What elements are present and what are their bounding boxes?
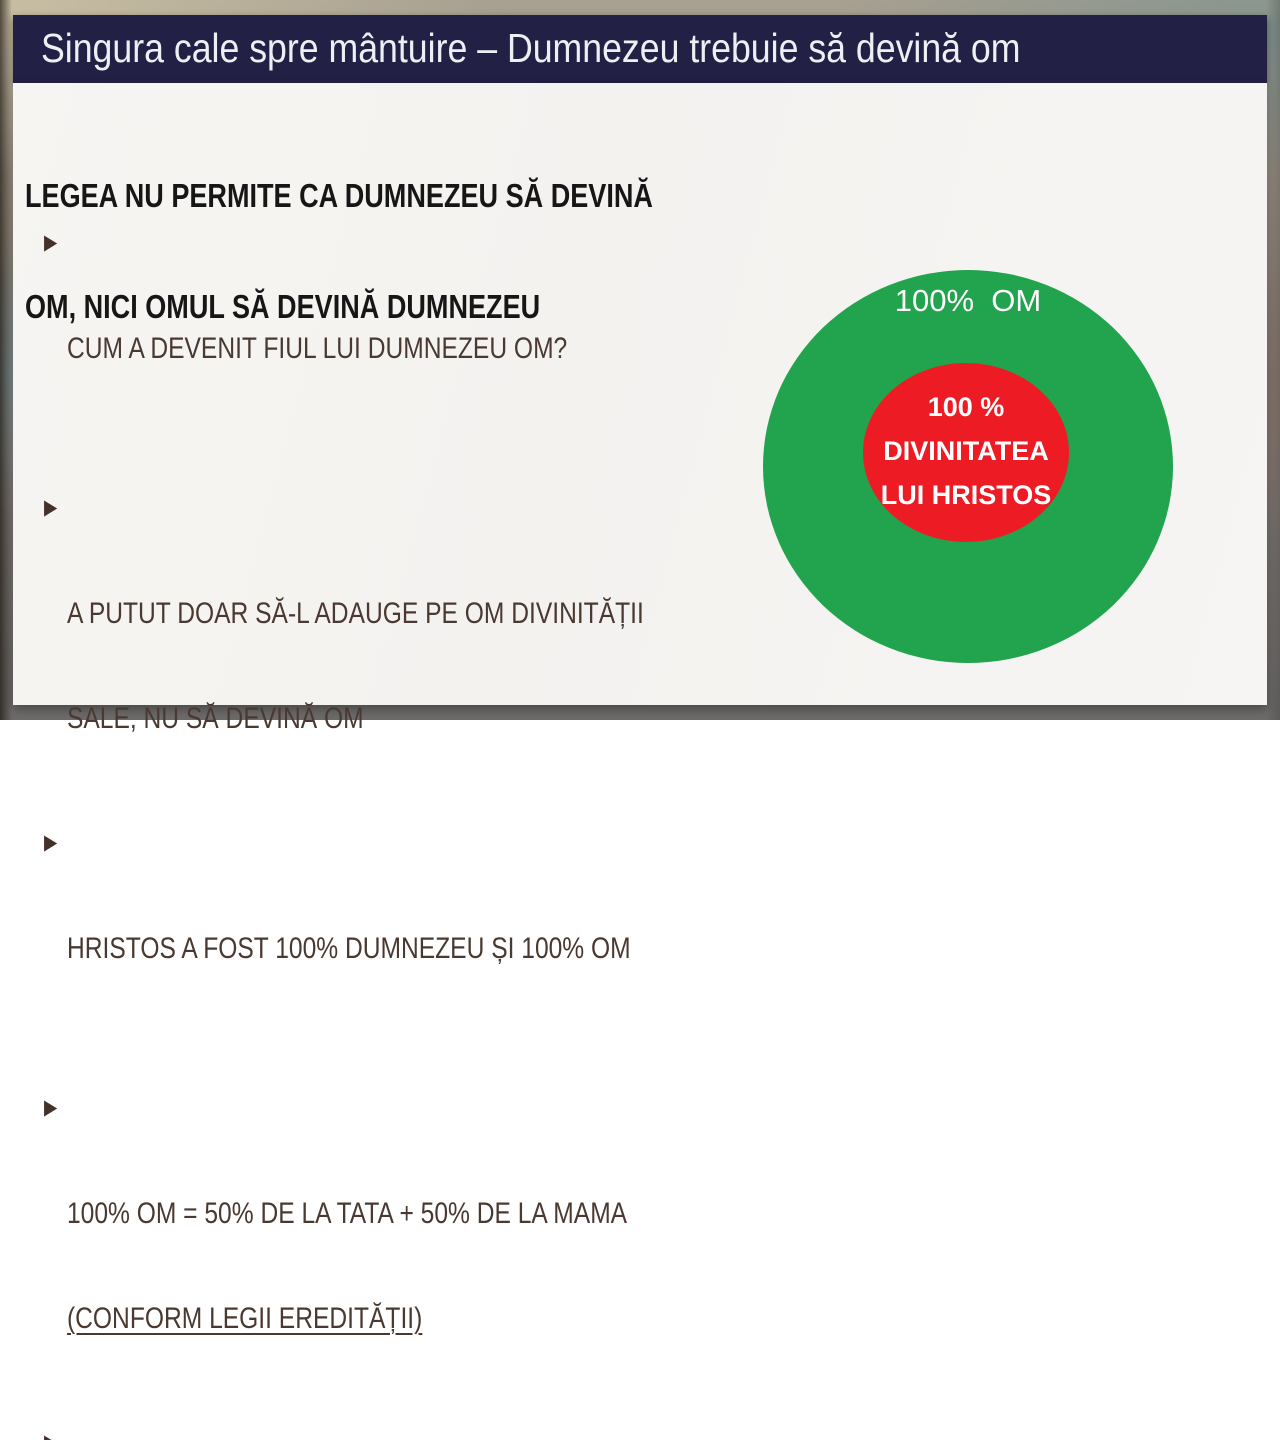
content-panel: LEGEA NU PERMITE CA DUMNEZEU SĂ DEVINĂ O…	[13, 83, 1267, 1440]
inner-ellipse-label: 100 % DIVINITATEA LUI HRISTOS	[863, 385, 1069, 517]
inner-label-line-1: 100 %	[927, 392, 1005, 422]
triangle-bullet-icon: ▶	[44, 1428, 57, 1440]
heading-line-1: LEGEA NU PERMITE CA DUMNEZEU SĂ DEVINĂ	[25, 177, 653, 214]
heading-line-2: OM, NICI OMUL SĂ DEVINĂ DUMNEZEU	[25, 288, 541, 325]
bullet-text: A PUTUT DOAR SĂ-L ADAUGE PE OM DIVINITĂȚ…	[66, 597, 644, 630]
bullet-text: CUM A DEVENIT FIUL LUI DUMNEZEU OM?	[66, 332, 568, 365]
bullet-item: ▶ A PUTUT DOAR SĂ-L ADAUGE PE OM DIVINIT…	[44, 491, 716, 806]
triangle-bullet-icon: ▶	[44, 831, 58, 854]
triangle-bullet-icon: ▶	[44, 1096, 58, 1119]
inner-ellipse-divinity: 100 % DIVINITATEA LUI HRISTOS	[863, 363, 1069, 542]
slide-title: Singura cale spre mântuire – Dumnezeu tr…	[41, 25, 1021, 71]
bullet-text-underlined: (CONFORM LEGII EREDITĂȚII)	[66, 1302, 423, 1335]
section-heading: LEGEA NU PERMITE CA DUMNEZEU SĂ DEVINĂ O…	[25, 103, 763, 399]
bullet-text-line2: SALE, NU SĂ DEVINĂ OM	[66, 702, 364, 735]
outer-circle-om: 100% OM 100 % DIVINITATEA LUI HRISTOS	[763, 270, 1173, 663]
triangle-bullet-icon: ▶	[44, 496, 58, 519]
bullet-text: HRISTOS A FOST 100% DUMNEZEU ȘI 100% OM	[66, 932, 631, 965]
bullet-item: ▶ CUM A DEVENIT FIUL LUI DUMNEZEU OM?	[44, 226, 716, 471]
inner-label-line-3: LUI HRISTOS	[880, 480, 1052, 510]
inner-label-line-2: DIVINITATEA	[883, 436, 1049, 466]
bullet-item: ▶ HRISTOS A FOST 100% DUMNEZEU ȘI 100% O…	[44, 826, 716, 1071]
bullet-list: ▶ CUM A DEVENIT FIUL LUI DUMNEZEU OM? ▶ …	[44, 226, 864, 1440]
bullet-item: ▶ CINE A FOST TATĂL SĂU? CINE A FOST MAM…	[44, 1426, 716, 1440]
triangle-bullet-icon: ▶	[44, 231, 58, 254]
bullet-text: 100% OM = 50% DE LA TATA + 50% DE LA MAM…	[66, 1197, 628, 1230]
slide-title-bar: Singura cale spre mântuire – Dumnezeu tr…	[13, 15, 1267, 83]
outer-circle-label: 100% OM	[894, 283, 1042, 318]
bullet-item: ▶ 100% OM = 50% DE LA TATA + 50% DE LA M…	[44, 1091, 716, 1406]
